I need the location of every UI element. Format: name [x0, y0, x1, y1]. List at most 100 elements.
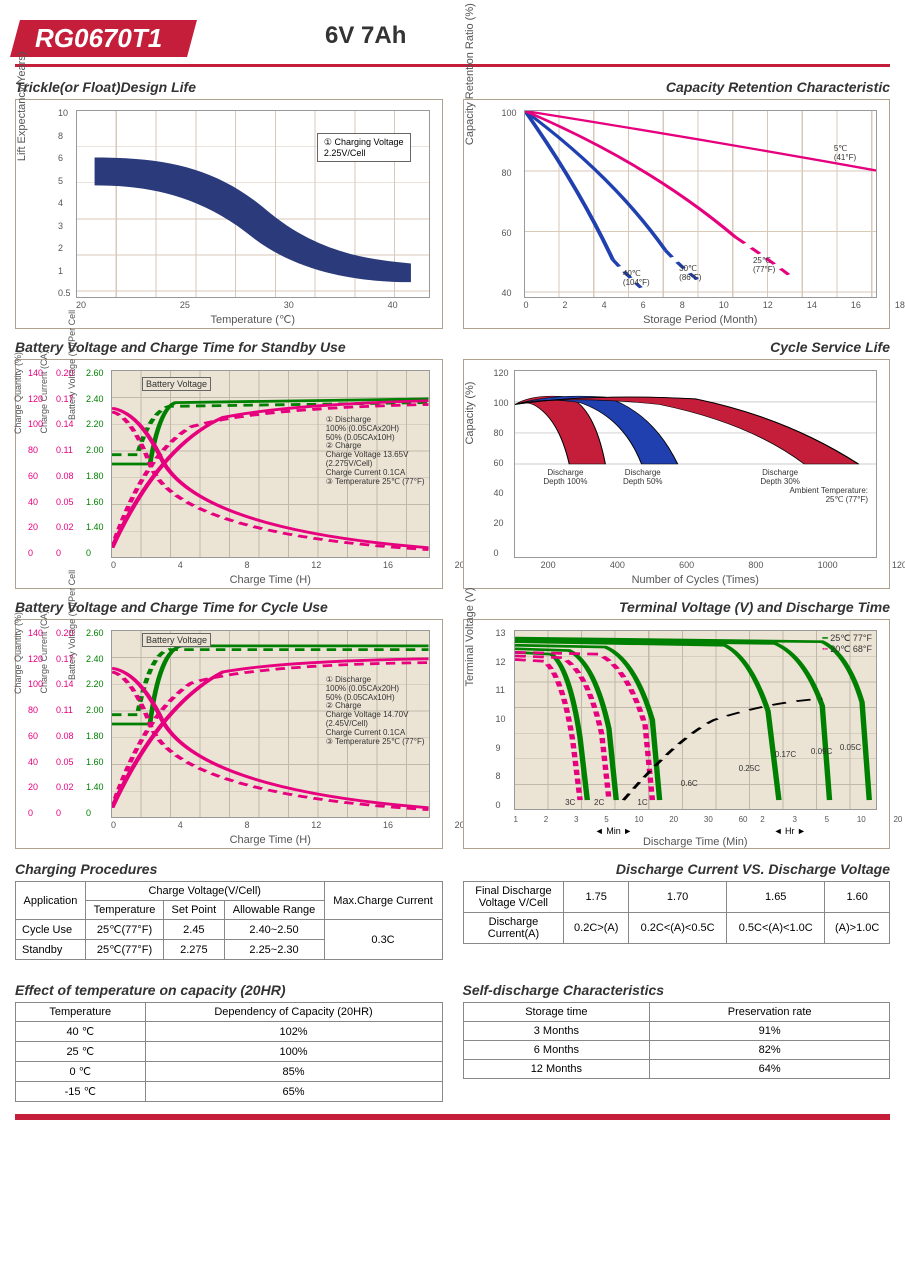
legend: ━ 25℃ 77°F ┅ 20℃ 68°F: [822, 633, 872, 655]
bv-label: Battery Voltage: [142, 377, 211, 391]
dd30: DischargeDepth 30%: [760, 468, 800, 486]
xt-hr: 235102030: [760, 815, 905, 824]
xlabel: Charge Time (H): [111, 574, 430, 586]
h1: Temperature: [16, 1003, 146, 1022]
c3c: 3C: [565, 798, 575, 807]
self-table: Storage timePreservation rate 3 Months91…: [463, 1002, 891, 1079]
r0-ar: 2.40~2.50: [224, 920, 324, 940]
xlabel: Number of Cycles (Times): [514, 574, 878, 586]
max: 0.3C: [324, 920, 442, 960]
y3ticks: 01.401.601.802.002.202.402.60: [86, 628, 104, 818]
charging-block: Charging Procedures Application Charge V…: [15, 849, 443, 960]
ylabel: Lift Expectancy(Years): [16, 52, 28, 162]
yticks: 406080100: [502, 108, 517, 298]
yticks: 0.5123456810: [58, 108, 71, 298]
r1-app: Standby: [16, 940, 86, 960]
chart-box: Charge Quantity (%) Charge Current (CA) …: [15, 619, 443, 849]
v1: 1.70: [629, 882, 727, 913]
h-temp: Temperature: [85, 901, 163, 920]
h1: Final Discharge Voltage V/Cell: [463, 882, 564, 913]
plot: Battery Voltage ① Discharge 100% (0.05CA…: [111, 370, 430, 558]
h-max: Max.Charge Current: [324, 882, 442, 920]
chart-box: Capacity (%) DischargeDepth 100% Dischar…: [463, 359, 891, 589]
dd100: DischargeDepth 100%: [543, 468, 587, 486]
xlabel: Temperature (℃): [76, 313, 430, 326]
plot: ① Charging Voltage 2.25V/Cell: [76, 110, 430, 298]
spec-text: 6V 7Ah: [325, 22, 406, 50]
xt-min: 123510203060: [514, 815, 748, 824]
c025: 0.25C: [739, 764, 760, 773]
chart-standby: Battery Voltage and Charge Time for Stan…: [15, 339, 443, 589]
sec-temp: Effect of temperature on capacity (20HR): [15, 982, 428, 998]
y3ticks: 01.401.601.802.002.202.402.60: [86, 368, 104, 558]
plot: DischargeDepth 100% DischargeDepth 50% D…: [514, 370, 878, 558]
leg1: 25℃ 77°F: [830, 633, 872, 643]
notes: ① Discharge 100% (0.05CAx20H) 50% (0.05C…: [326, 416, 425, 486]
y1: Charge Quantity (%): [13, 352, 23, 434]
c1c: 1C: [637, 798, 647, 807]
c009: 0.09C: [811, 747, 832, 756]
xticks: 20040060080010001200: [514, 560, 905, 570]
bv-label: Battery Voltage: [142, 633, 211, 647]
v0: 1.75: [564, 882, 629, 913]
r1-temp: 25℃(77°F): [85, 940, 163, 960]
tables-row-1: Charging Procedures Application Charge V…: [0, 849, 905, 960]
chart-retention: Capacity Retention Characteristic Capaci…: [463, 79, 891, 329]
c017: 0.17C: [775, 750, 796, 759]
ylabel: Capacity (%): [464, 382, 476, 445]
tables-row-2: Effect of temperature on capacity (20HR)…: [0, 970, 905, 1102]
model-text: RG0670T1: [35, 23, 162, 54]
min: Min: [606, 826, 621, 836]
h-cv: Charge Voltage(V/Cell): [85, 882, 324, 901]
sec-charging: Charging Procedures: [15, 861, 428, 877]
chart-title: Cycle Service Life: [463, 339, 891, 355]
c3: (A)>1.0C: [825, 913, 890, 944]
y1ticks: 020406080100120140: [28, 628, 43, 818]
c0: 0.2C>(A): [564, 913, 629, 944]
c06: 0.6C: [681, 779, 698, 788]
notes: ① Discharge 100% (0.05CAx20H) 50% (0.05C…: [326, 676, 425, 746]
chart-box: Lift Expectancy(Years) ① Charging Voltag…: [15, 99, 443, 329]
chart-title: Terminal Voltage (V) and Discharge Time: [463, 599, 891, 615]
xticks: 02468101214161820: [524, 300, 905, 310]
xticks: 2025304050: [76, 300, 502, 310]
charge-table: Application Charge Voltage(V/Cell) Max.C…: [15, 881, 443, 960]
footer-line: [15, 1114, 890, 1120]
chart-title: Trickle(or Float)Design Life: [15, 79, 443, 95]
h-ar: Allowable Range: [224, 901, 324, 920]
note-l2: 2.25V/Cell: [324, 148, 404, 158]
xlabel: Discharge Time (Min): [514, 836, 878, 848]
h2: Discharge Current(A): [463, 913, 564, 944]
note-l1: ① Charging Voltage: [324, 137, 404, 148]
ylabel: Terminal Voltage (V): [464, 587, 476, 686]
trickle-note: ① Charging Voltage 2.25V/Cell: [317, 133, 411, 162]
v2: 1.65: [727, 882, 825, 913]
header-line: [15, 64, 890, 67]
yticks: 08910111213: [496, 628, 506, 810]
discharge-table: Final Discharge Voltage V/Cell 1.75 1.70…: [463, 881, 891, 944]
chart-box: Terminal Voltage (V): [463, 619, 891, 849]
chart-cycle: Battery Voltage and Charge Time for Cycl…: [15, 599, 443, 849]
plot: ━ 25℃ 77°F ┅ 20℃ 68°F 3C 2C 1C 0.6C 0.25…: [514, 630, 878, 810]
c005: 0.05C: [840, 743, 861, 752]
chart-trickle: Trickle(or Float)Design Life Lift Expect…: [15, 79, 443, 329]
tempeffect-block: Effect of temperature on capacity (20HR)…: [15, 970, 443, 1102]
r0-app: Cycle Use: [16, 920, 86, 940]
c2: 0.5C<(A)<1.0C: [727, 913, 825, 944]
h1: Storage time: [463, 1003, 650, 1022]
chart-title: Battery Voltage and Charge Time for Cycl…: [15, 599, 443, 615]
hr: Hr: [785, 826, 795, 836]
h-app: Application: [16, 882, 86, 920]
xlabel: Storage Period (Month): [524, 314, 878, 326]
leg2: 20℃ 68°F: [830, 644, 872, 654]
unit-row: ◄ Min ► ◄ Hr ►: [514, 826, 878, 836]
y1ticks: 020406080100120140: [28, 368, 43, 558]
r1-ar: 2.25~2.30: [224, 940, 324, 960]
ambient: Ambient Temperature:25℃ (77°F): [789, 486, 868, 504]
h-sp: Set Point: [164, 901, 224, 920]
r0-sp: 2.45: [164, 920, 224, 940]
v3: 1.60: [825, 882, 890, 913]
sec-self: Self-discharge Characteristics: [463, 982, 876, 998]
header: RG0670T1 6V 7Ah: [15, 20, 890, 60]
h2: Dependency of Capacity (20HR): [145, 1003, 442, 1022]
